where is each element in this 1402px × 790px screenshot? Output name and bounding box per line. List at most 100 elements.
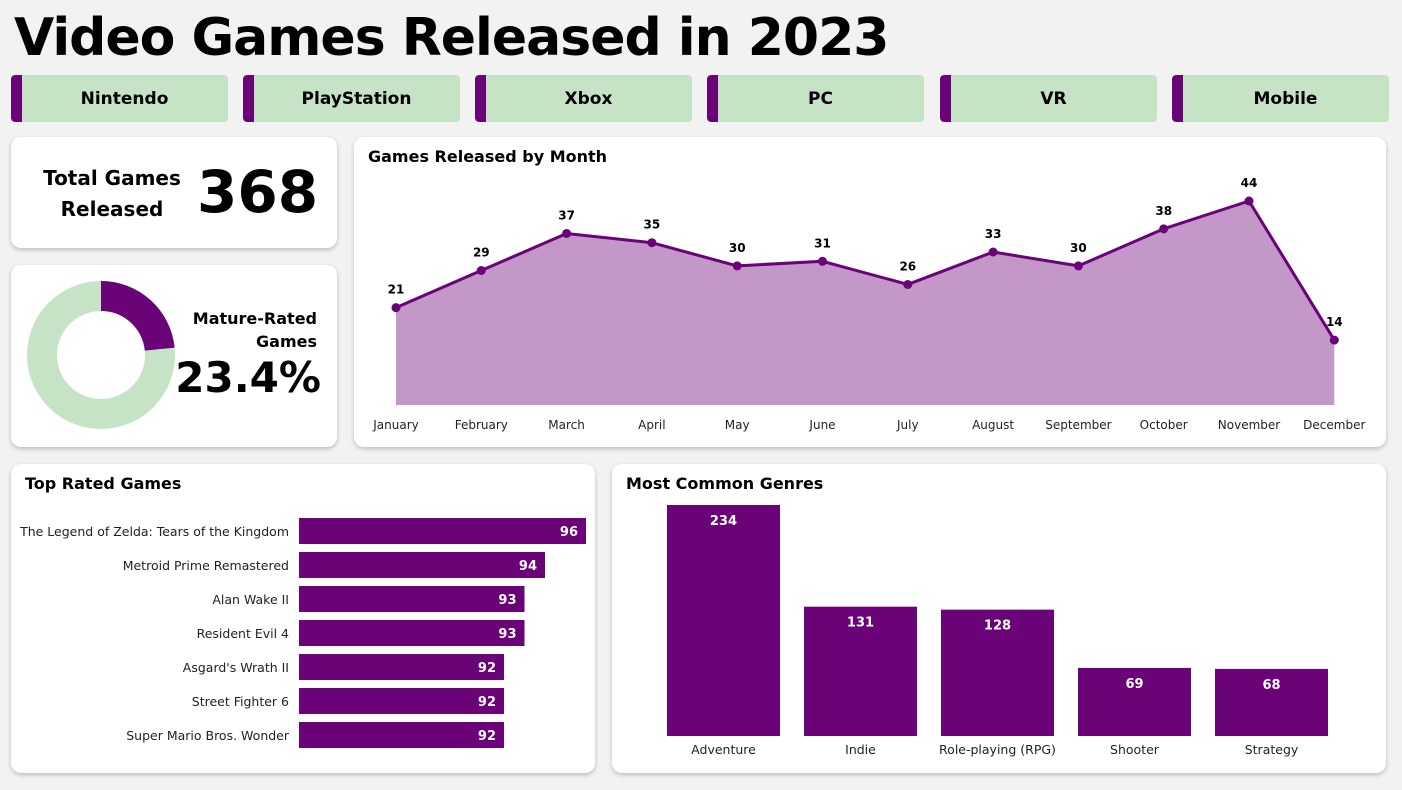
data-point	[988, 247, 998, 257]
data-label: 26	[899, 259, 916, 273]
data-label: 14	[1326, 315, 1343, 329]
bar	[667, 505, 780, 736]
bar	[299, 654, 504, 680]
bar-value-label: 96	[560, 525, 578, 540]
data-point	[1159, 224, 1169, 234]
x-tick-label: Indie	[845, 742, 876, 757]
data-label: 29	[473, 246, 490, 260]
data-label: 35	[644, 218, 661, 232]
data-point	[1329, 335, 1339, 345]
bar	[941, 609, 1054, 736]
data-point	[562, 228, 572, 238]
data-label: 33	[985, 227, 1002, 241]
page-title: Video Games Released in 2023	[14, 8, 889, 68]
top-rated-card: Top Rated Games 96 The Legend of Zelda: T…	[11, 464, 595, 773]
data-point	[391, 303, 401, 313]
data-point	[647, 238, 657, 248]
data-label: 31	[814, 236, 831, 250]
bar-category-label: Resident Evil 4	[197, 626, 289, 641]
donut-chart	[27, 281, 175, 429]
bar-value-label: 128	[984, 619, 1011, 634]
bar-category-label: Street Fighter 6	[192, 694, 289, 709]
genres-card: Most Common Genres 234 Adventure 131 Indie 1…	[612, 464, 1386, 773]
x-tick-label: May	[725, 418, 750, 432]
bar	[804, 606, 917, 736]
genres-bar-chart: 234 Adventure 131 Indie 128 Role-playing (RPG…	[667, 505, 1328, 757]
bar	[299, 620, 525, 646]
bar-value-label: 93	[498, 627, 516, 642]
bar-value-label: 92	[478, 729, 496, 744]
platform-label: Xbox	[564, 88, 613, 109]
data-label: 30	[729, 241, 746, 255]
total-games-value: 368	[197, 158, 319, 226]
total-games-card: Total Games Released 368	[11, 137, 337, 248]
x-tick-label: February	[455, 418, 508, 432]
bar-value-label: 92	[478, 695, 496, 710]
bar-category-label: Metroid Prime Remastered	[123, 558, 289, 573]
x-tick-label: October	[1140, 418, 1188, 432]
platform-button-vr[interactable]: VR	[940, 75, 1157, 122]
bar-value-label: 234	[710, 514, 737, 529]
data-label: 21	[388, 283, 405, 297]
bar	[299, 722, 504, 748]
tile-accent-bar	[1172, 75, 1183, 122]
total-games-label: Total Games Released	[43, 166, 181, 221]
mature-rated-value: 23.4%	[175, 353, 321, 402]
bar-category-label: Asgard's Wrath II	[183, 660, 289, 675]
x-tick-label: August	[972, 418, 1014, 432]
platform-label: Mobile	[1253, 88, 1318, 109]
bar-category-label: The Legend of Zelda: Tears of the Kingdo…	[19, 524, 289, 539]
mature-rated-card: Mature-Rated Games 23.4%	[11, 265, 337, 447]
data-label: 38	[1155, 204, 1172, 218]
bar-category-label: Super Mario Bros. Wonder	[126, 728, 290, 743]
platform-label: PC	[808, 88, 833, 109]
tile-accent-bar	[11, 75, 22, 122]
x-tick-label: Role-playing (RPG)	[939, 742, 1056, 757]
platform-button-nintendo[interactable]: Nintendo	[11, 75, 228, 122]
monthly-area-chart: 21 January 29 February 37 March 35 April 30 May 31…	[372, 176, 1365, 432]
data-point	[476, 266, 486, 276]
platform-button-playstation[interactable]: PlayStation	[243, 75, 460, 122]
top-rated-title: Top Rated Games	[25, 474, 182, 493]
bar	[299, 688, 504, 714]
platform-label: Nintendo	[80, 88, 169, 109]
data-point	[903, 279, 913, 289]
monthly-releases-card: Games Released by Month 21 January 29 Febru…	[354, 137, 1386, 447]
x-tick-label: September	[1045, 418, 1111, 432]
x-tick-label: March	[548, 418, 585, 432]
platform-label: PlayStation	[301, 88, 412, 109]
x-tick-label: July	[896, 418, 919, 432]
platform-label: VR	[1040, 88, 1067, 109]
x-tick-label: January	[372, 418, 419, 432]
tile-accent-bar	[707, 75, 718, 122]
bar	[299, 552, 545, 578]
bar	[1078, 667, 1191, 736]
data-label: 37	[558, 208, 575, 222]
mature-rated-label: Mature-Rated Games	[192, 309, 317, 351]
platform-button-pc[interactable]: PC	[707, 75, 924, 122]
bar-value-label: 93	[498, 593, 516, 608]
area-line	[395, 199, 1336, 341]
monthly-chart-title: Games Released by Month	[368, 147, 608, 166]
genres-title: Most Common Genres	[626, 474, 824, 493]
tile-accent-bar	[940, 75, 951, 122]
bar-value-label: 94	[519, 559, 537, 574]
x-tick-label: April	[638, 418, 665, 432]
area-fill	[396, 201, 1335, 405]
x-tick-label: June	[808, 418, 835, 432]
bar-value-label: 131	[847, 616, 874, 631]
platform-button-mobile[interactable]: Mobile	[1172, 75, 1389, 122]
data-point	[1244, 196, 1254, 206]
data-label: 44	[1241, 176, 1258, 190]
x-tick-label: Shooter	[1110, 742, 1160, 757]
top-rated-bar-chart: 96 The Legend of Zelda: Tears of the King…	[19, 518, 586, 748]
x-tick-label: December	[1303, 418, 1365, 432]
bar-value-label: 92	[478, 661, 496, 676]
platform-button-xbox[interactable]: Xbox	[475, 75, 692, 122]
tile-accent-bar	[243, 75, 254, 122]
x-tick-label: November	[1218, 418, 1280, 432]
bar	[299, 518, 586, 544]
data-point	[1073, 261, 1083, 271]
data-point	[818, 256, 827, 266]
data-point	[732, 261, 742, 271]
